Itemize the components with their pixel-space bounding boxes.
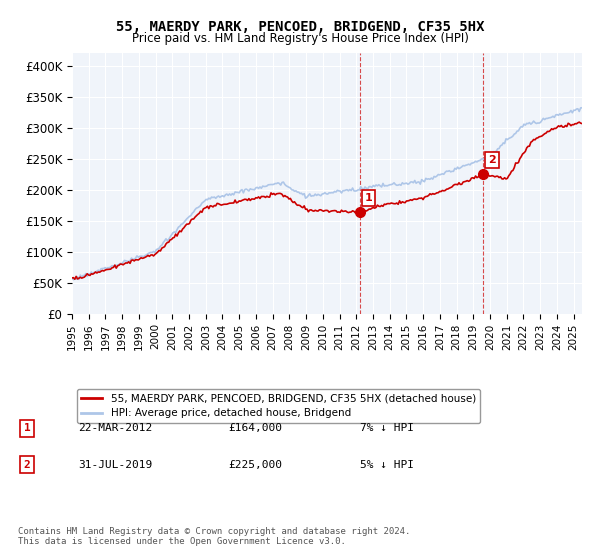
Text: 2: 2	[23, 460, 31, 470]
Text: 7% ↓ HPI: 7% ↓ HPI	[360, 423, 414, 433]
Text: £164,000: £164,000	[228, 423, 282, 433]
Text: 22-MAR-2012: 22-MAR-2012	[78, 423, 152, 433]
Text: 1: 1	[23, 423, 31, 433]
Text: 2: 2	[488, 155, 496, 165]
Legend: 55, MAERDY PARK, PENCOED, BRIDGEND, CF35 5HX (detached house), HPI: Average pric: 55, MAERDY PARK, PENCOED, BRIDGEND, CF35…	[77, 389, 480, 423]
Text: Price paid vs. HM Land Registry's House Price Index (HPI): Price paid vs. HM Land Registry's House …	[131, 32, 469, 45]
Text: 31-JUL-2019: 31-JUL-2019	[78, 460, 152, 470]
Text: 1: 1	[365, 193, 373, 203]
Text: 55, MAERDY PARK, PENCOED, BRIDGEND, CF35 5HX: 55, MAERDY PARK, PENCOED, BRIDGEND, CF35…	[116, 20, 484, 34]
Text: £225,000: £225,000	[228, 460, 282, 470]
Text: 5% ↓ HPI: 5% ↓ HPI	[360, 460, 414, 470]
Text: Contains HM Land Registry data © Crown copyright and database right 2024.
This d: Contains HM Land Registry data © Crown c…	[18, 526, 410, 546]
